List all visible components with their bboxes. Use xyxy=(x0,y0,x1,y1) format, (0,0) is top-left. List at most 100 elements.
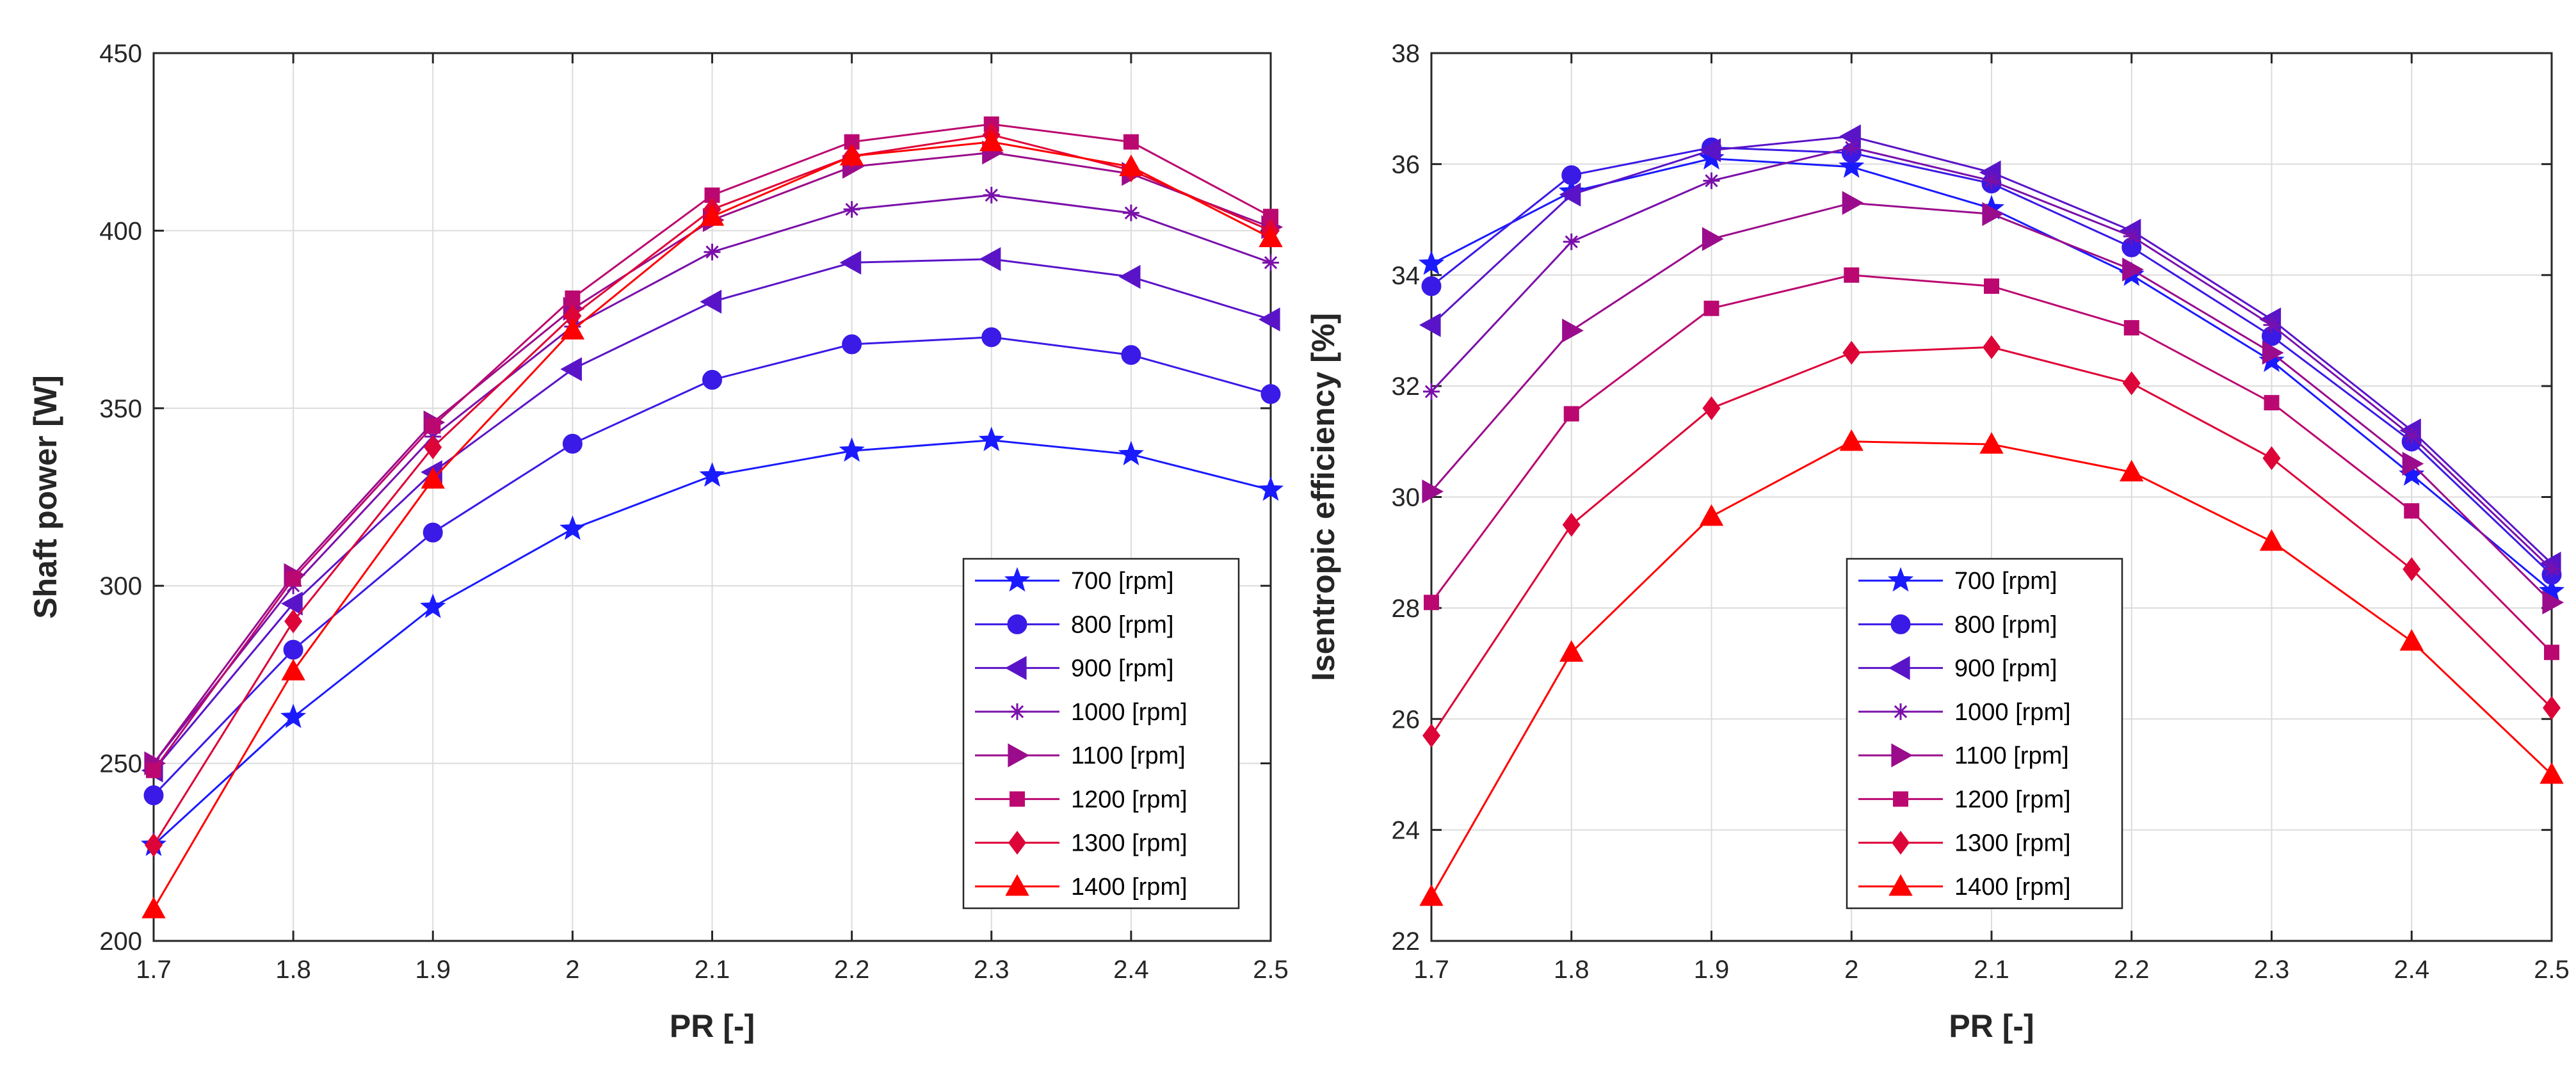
data-point xyxy=(2264,395,2280,411)
y-tick-label: 24 xyxy=(1392,817,1421,845)
data-point xyxy=(560,317,585,340)
data-point xyxy=(560,357,582,381)
legend-marker xyxy=(1893,791,1908,807)
data-point xyxy=(1258,307,1280,332)
x-axis-label: PR [-] xyxy=(1949,1008,2034,1044)
data-point xyxy=(979,129,1004,152)
x-tick-label: 1.9 xyxy=(1694,956,1730,984)
data-point xyxy=(559,515,586,540)
legend-label: 800 [rpm] xyxy=(1071,611,1174,638)
data-point xyxy=(1983,335,2000,360)
data-point xyxy=(2262,341,2284,365)
data-point xyxy=(420,593,446,618)
data-point xyxy=(1839,124,1861,148)
data-point xyxy=(141,897,166,919)
legend-label: 900 [rpm] xyxy=(1954,655,2057,682)
data-point xyxy=(981,327,1002,348)
data-point xyxy=(1699,504,1724,526)
data-point xyxy=(2403,557,2421,581)
data-point xyxy=(1118,440,1144,466)
legend-label: 700 [rpm] xyxy=(1071,568,1174,595)
legend-marker xyxy=(1004,566,1031,592)
series-1200-rpm xyxy=(1424,267,2559,661)
x-tick-label: 2 xyxy=(1844,956,1858,984)
data-point xyxy=(1562,318,1584,343)
data-point xyxy=(1702,396,1721,421)
data-point xyxy=(700,204,725,226)
data-point xyxy=(1123,134,1139,150)
data-point xyxy=(983,186,1000,204)
data-point xyxy=(281,591,303,616)
data-point xyxy=(842,334,862,355)
data-point xyxy=(1984,278,1999,294)
legend-marker xyxy=(1890,614,1911,634)
data-point xyxy=(1418,250,1445,275)
data-point xyxy=(1839,429,1864,451)
legend-marker xyxy=(1887,566,1914,592)
data-point xyxy=(562,433,583,454)
data-point xyxy=(1844,267,1860,283)
x-tick-label: 2.3 xyxy=(2254,956,2290,984)
data-point xyxy=(1562,513,1581,537)
data-point xyxy=(1979,432,2004,454)
x-tick-label: 2 xyxy=(565,956,579,984)
y-tick-label: 26 xyxy=(1392,705,1421,734)
y-tick-label: 36 xyxy=(1392,150,1421,179)
legend-label: 800 [rpm] xyxy=(1954,611,2057,638)
y-tick-label: 400 xyxy=(99,217,142,245)
data-point xyxy=(423,522,443,543)
data-point xyxy=(2540,762,2564,784)
series-1300-rpm xyxy=(1422,335,2561,748)
data-point xyxy=(1703,300,1719,316)
x-tick-label: 2.2 xyxy=(834,956,870,984)
y-tick-label: 250 xyxy=(99,750,142,778)
data-point xyxy=(2543,696,2561,720)
legend-marker xyxy=(1892,703,1909,720)
y-tick-label: 28 xyxy=(1392,595,1421,623)
data-point xyxy=(1121,345,1141,365)
legend-label: 1000 [rpm] xyxy=(1071,699,1187,726)
data-point xyxy=(283,639,303,660)
data-point xyxy=(839,143,864,166)
legend-marker xyxy=(1892,830,1910,855)
data-point xyxy=(2122,257,2144,282)
legend: 700 [rpm] 800 [rpm] 900 [rpm] 1000 [rpm] 110… xyxy=(1846,558,2123,910)
legend-label: 1100 [rpm] xyxy=(1954,742,2069,769)
shaft-power-chart: 1.7 1.8 1.9 2 2.1 2.2 2.3 2.4 2.5 200 250 300 350 400… xyxy=(28,40,1289,1044)
y-tick-label: 200 xyxy=(99,927,142,956)
data-point xyxy=(1260,384,1281,405)
legend-marker xyxy=(1008,743,1030,767)
data-point xyxy=(145,833,163,857)
data-point xyxy=(1122,204,1139,221)
data-point xyxy=(2262,446,2281,470)
data-point xyxy=(1699,138,1721,163)
legend-box xyxy=(1846,558,2123,910)
x-tick-label: 1.7 xyxy=(136,956,172,984)
y-tick-label: 350 xyxy=(99,395,142,423)
legend-marker xyxy=(1888,874,1913,896)
legend-marker xyxy=(1008,830,1026,855)
data-point xyxy=(1257,476,1284,501)
data-point xyxy=(2123,228,2140,245)
legend-label: 1100 [rpm] xyxy=(1071,742,1186,769)
data-point xyxy=(1262,254,1279,271)
data-point xyxy=(1839,153,1865,178)
data-point xyxy=(702,369,722,390)
x-tick-label: 2.1 xyxy=(1974,956,2009,984)
y-tick-label: 30 xyxy=(1392,484,1421,512)
series-1000-rpm xyxy=(1423,139,2560,578)
data-point xyxy=(2122,371,2141,396)
data-point xyxy=(700,289,722,314)
data-point xyxy=(565,290,581,306)
data-point xyxy=(1424,595,1439,611)
legend-label: 1200 [rpm] xyxy=(1954,786,2071,813)
data-point xyxy=(2259,529,2284,551)
data-point xyxy=(1422,723,1440,748)
data-point xyxy=(699,462,725,487)
data-point xyxy=(2542,590,2564,614)
legend-label: 1300 [rpm] xyxy=(1954,830,2071,857)
legend-label: 1200 [rpm] xyxy=(1071,786,1187,813)
data-point xyxy=(286,571,302,587)
data-point xyxy=(1843,139,1860,156)
data-point xyxy=(1563,233,1580,250)
